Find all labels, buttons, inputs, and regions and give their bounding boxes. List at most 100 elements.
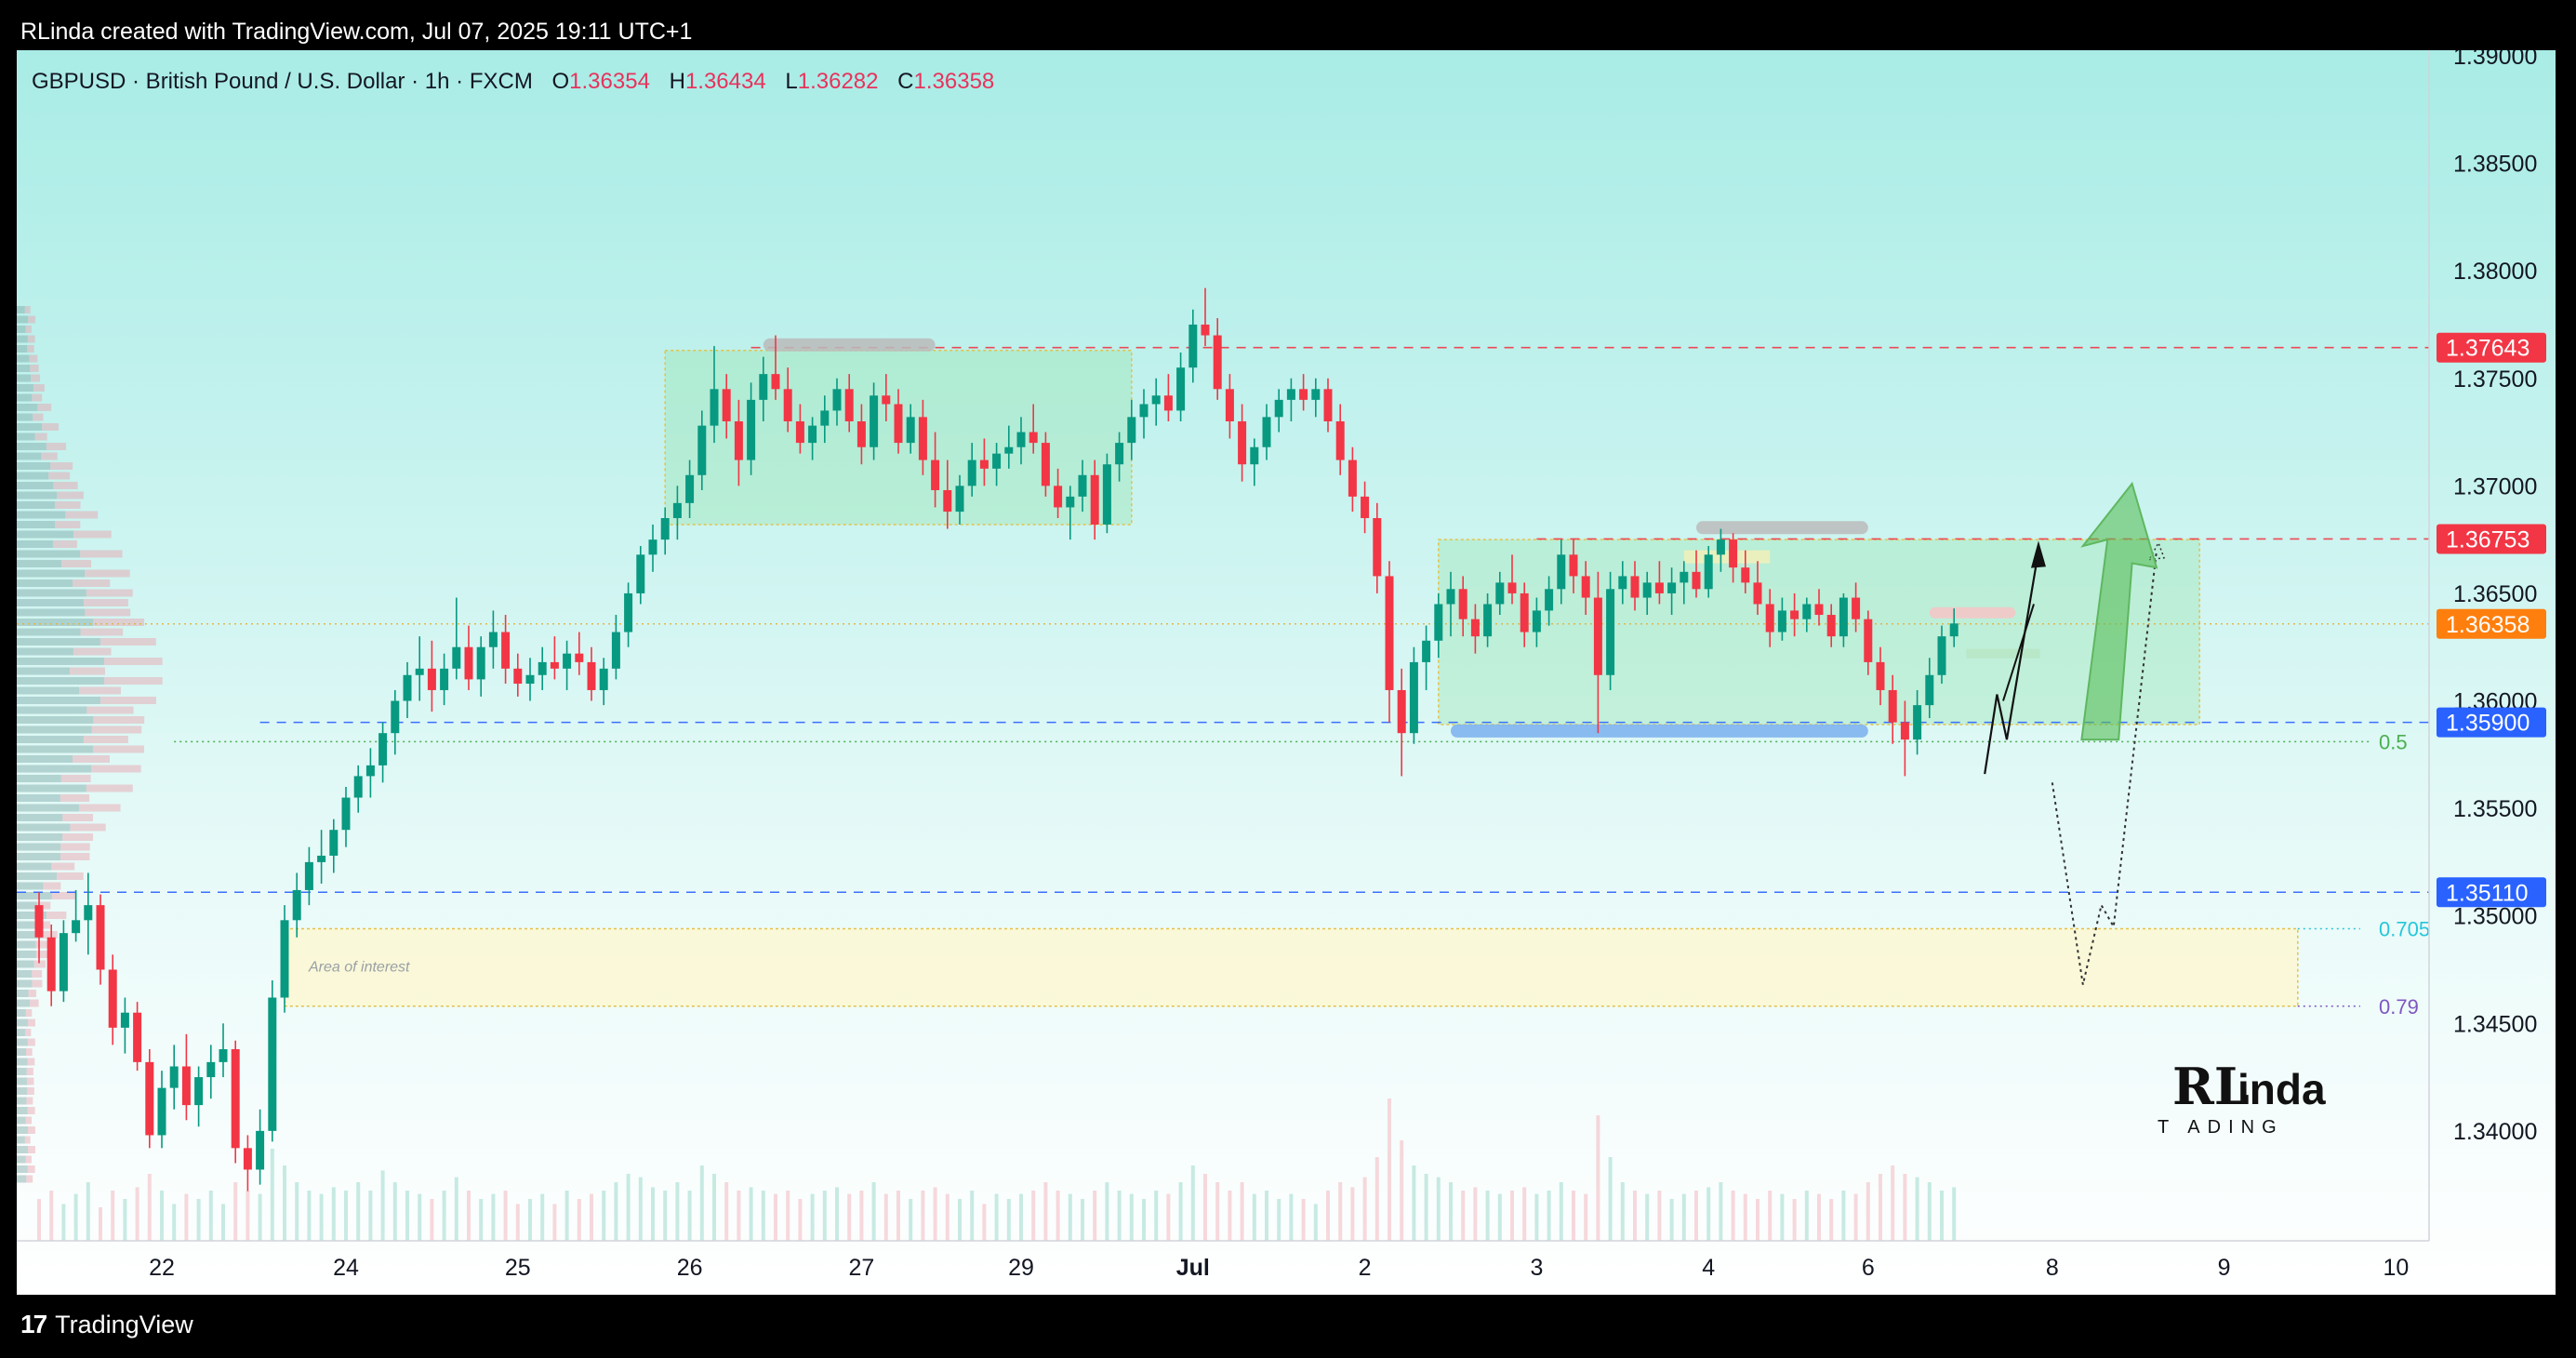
- volume-bar: [467, 1191, 471, 1241]
- candle-body: [943, 489, 952, 513]
- volume-bar: [737, 1191, 741, 1241]
- profile-bar: [27, 1165, 35, 1173]
- volume-bar: [835, 1187, 839, 1241]
- profile-bar: [104, 677, 163, 685]
- time-tick: 25: [505, 1255, 531, 1281]
- candle-body: [636, 554, 645, 593]
- volume-bar: [1719, 1182, 1723, 1241]
- price-tick: 1.38500: [2453, 152, 2537, 178]
- candle-body: [1458, 589, 1467, 619]
- volume-bar: [1019, 1193, 1023, 1241]
- candle-body: [759, 374, 768, 400]
- candle-body: [1299, 389, 1308, 400]
- profile-bar: [83, 599, 128, 606]
- volume-bar: [1166, 1193, 1171, 1241]
- candle-body: [378, 733, 388, 766]
- profile-bar: [17, 970, 33, 978]
- volume-bar: [786, 1191, 790, 1241]
- candle-body: [415, 668, 424, 675]
- candle-body: [1151, 395, 1161, 405]
- profile-bar: [17, 628, 81, 636]
- volume-bar: [479, 1199, 484, 1241]
- chart-frame[interactable]: Area of interest 0.5 0.705 0.79 1.39000 1.3…: [17, 50, 2556, 1295]
- profile-bar: [17, 354, 30, 363]
- volume-bar: [1756, 1199, 1759, 1241]
- price-tag: [2437, 332, 2546, 363]
- candle-body: [1545, 589, 1554, 611]
- profile-bar: [17, 550, 81, 558]
- profile-bar: [100, 697, 156, 704]
- profile-bar: [42, 423, 60, 431]
- profile-bar: [17, 990, 29, 997]
- volume-bar: [1277, 1199, 1281, 1241]
- volume-bar: [1915, 1177, 1919, 1241]
- profile-bar: [17, 443, 46, 450]
- volume-bar: [1068, 1193, 1072, 1241]
- volume-bar: [1669, 1199, 1674, 1241]
- profile-bar: [25, 1116, 33, 1125]
- profile-bar: [103, 658, 163, 665]
- candle-body: [1213, 335, 1222, 390]
- legend-close-label: C: [897, 69, 914, 94]
- profile-bar: [17, 647, 73, 656]
- profile-bar: [17, 491, 58, 499]
- profile-bar: [17, 560, 62, 567]
- candle-body: [1029, 432, 1038, 444]
- volume-bar: [602, 1191, 606, 1241]
- profile-bar: [17, 511, 66, 519]
- volume-bar: [1891, 1165, 1895, 1241]
- candle-body: [1201, 324, 1210, 336]
- symbol-legend[interactable]: GBPUSD · British Pound / U.S. Dollar · 1…: [32, 69, 994, 95]
- volume-bar: [1449, 1182, 1453, 1241]
- profile-bar: [32, 979, 43, 988]
- price-tag-label: 1.35110: [2446, 880, 2529, 906]
- profile-bar: [70, 823, 106, 832]
- profile-bar: [17, 599, 84, 606]
- profile-bar: [52, 540, 77, 548]
- profile-bar: [17, 1009, 26, 1017]
- candle-body: [1777, 610, 1786, 632]
- candle-body: [157, 1087, 166, 1136]
- volume-bar: [123, 1199, 127, 1241]
- profile-bar: [17, 882, 44, 890]
- price-axis[interactable]: 1.39000 1.38500 1.38000 1.37500 1.37000 1.365…: [2428, 50, 2546, 1241]
- candle-body: [1729, 539, 1738, 568]
- profile-bar: [46, 443, 67, 450]
- profile-bar: [17, 667, 70, 675]
- volume-bar: [1694, 1191, 1698, 1241]
- candle-body: [1054, 486, 1063, 508]
- candle-body: [979, 459, 989, 469]
- profile-bar: [73, 647, 112, 656]
- candle-body: [108, 969, 117, 1028]
- volume-bar: [724, 1182, 729, 1241]
- profile-bar: [17, 784, 86, 792]
- profile-bar: [17, 1029, 26, 1036]
- tradingview-brand[interactable]: 17 TradingView: [20, 1310, 193, 1339]
- volume-bar: [1289, 1193, 1294, 1241]
- candle-body: [906, 417, 915, 444]
- volume-bar: [638, 1177, 643, 1241]
- time-axis[interactable]: 22 24 25 26 27 29 Jul 2 3 4 6 8 9 10: [17, 1240, 2429, 1281]
- time-tick: 3: [1530, 1255, 1543, 1281]
- legend-open-label: O: [551, 69, 570, 94]
- profile-bar: [17, 736, 84, 743]
- profile-bar: [17, 853, 61, 860]
- volume-bar: [160, 1191, 164, 1241]
- profile-bar: [50, 462, 73, 470]
- candle-body: [955, 486, 964, 513]
- volume-bar: [1645, 1193, 1650, 1241]
- fib-label: 0.79: [2379, 995, 2419, 1018]
- watermark-inda: inda: [2237, 1065, 2326, 1113]
- price-tick: 1.35500: [2453, 796, 2537, 822]
- volume-bar: [1424, 1174, 1428, 1241]
- candle-body: [844, 389, 854, 421]
- profile-bar: [25, 326, 32, 333]
- legend-close: 1.36358: [913, 69, 995, 94]
- volume-bar: [921, 1191, 925, 1241]
- profile-bar: [17, 931, 42, 939]
- profile-bar: [54, 521, 81, 528]
- profile-bar: [85, 569, 130, 578]
- profile-bar: [27, 1058, 35, 1066]
- volume-bar: [577, 1199, 581, 1241]
